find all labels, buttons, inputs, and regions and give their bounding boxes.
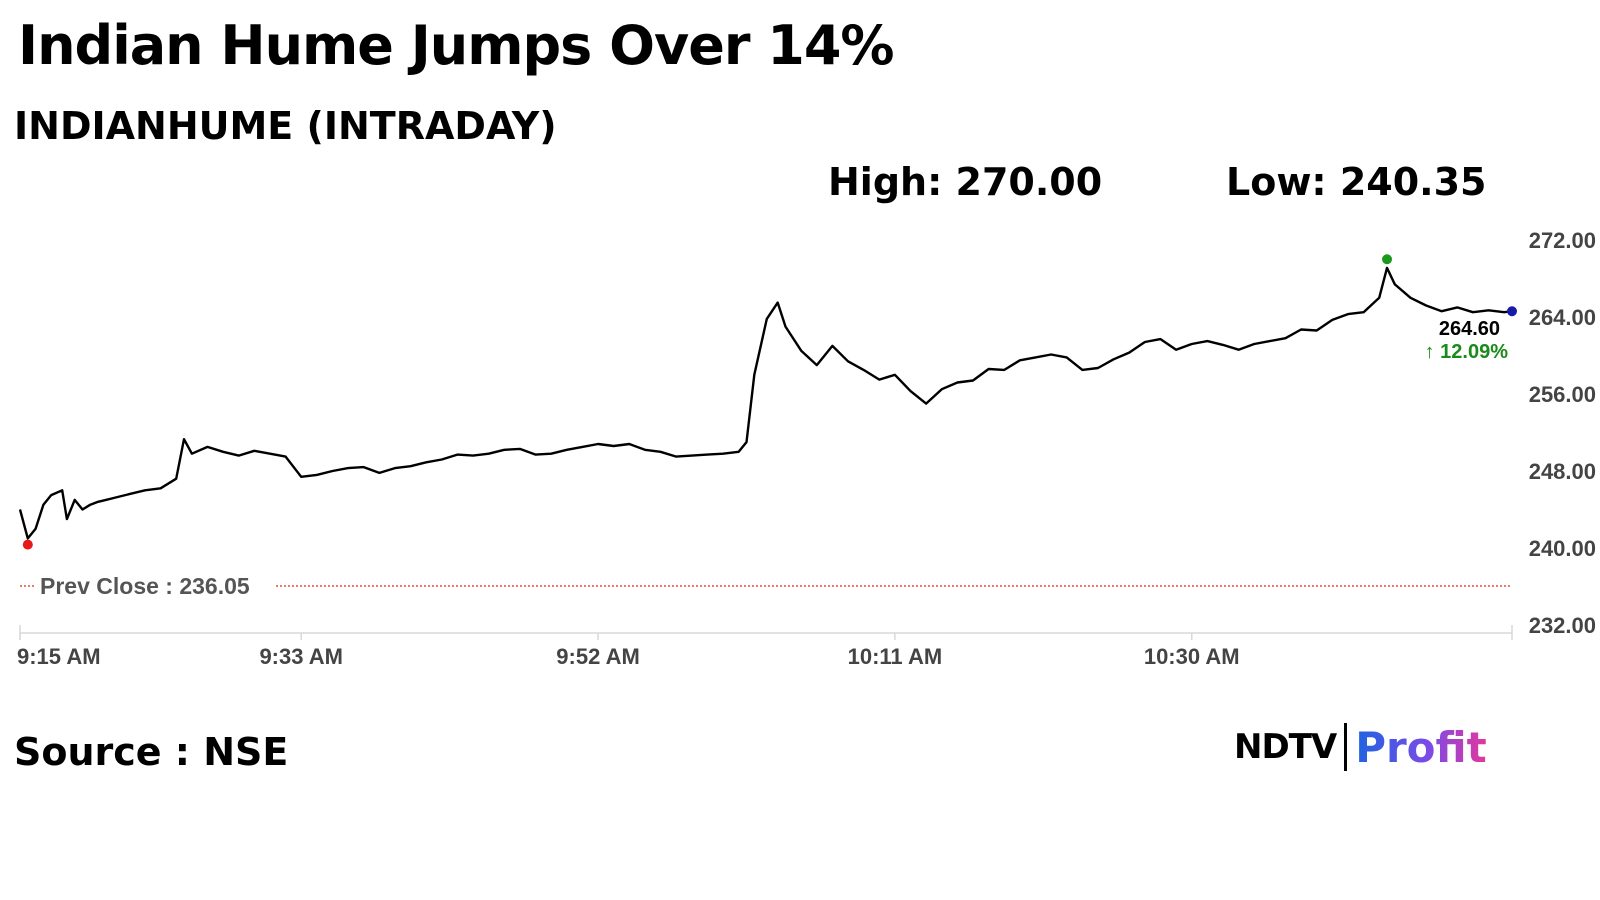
ndtv-profit-logo: NDTV Profit xyxy=(1234,720,1487,774)
x-tick-label: 9:52 AM xyxy=(556,644,640,669)
change-percent-label: ↑ 12.09% xyxy=(1425,341,1509,363)
logo-separator xyxy=(1344,723,1348,771)
y-tick-label: 256.00 xyxy=(1529,382,1596,407)
y-tick-label: 232.00 xyxy=(1529,613,1596,638)
price-line xyxy=(18,266,1513,540)
prev-close-label-bg xyxy=(34,572,274,601)
last-price-label: 264.60 xyxy=(1439,318,1500,340)
prev-close-label: Prev Close : 236.05 xyxy=(40,573,250,599)
y-tick-label: 240.00 xyxy=(1529,536,1596,561)
intraday-line-chart: 232.00 240.00 248.00 256.00 264.00 272.00 9:1… xyxy=(17,228,1596,669)
logo-ndtv-text: NDTV xyxy=(1234,727,1337,767)
x-tick-label: 9:33 AM xyxy=(259,644,343,669)
headline: Indian Hume Jumps Over 14% xyxy=(18,14,895,77)
low-stat: Low: 240.35 xyxy=(1226,160,1487,204)
x-tick-label: 9:15 AM xyxy=(17,644,101,669)
source-note: Source : NSE xyxy=(14,730,289,774)
logo-profit-text: Profit xyxy=(1355,722,1487,772)
high-price-marker xyxy=(1382,254,1393,265)
high-stat: High: 270.00 xyxy=(828,160,1103,204)
x-tick-label: 10:11 AM xyxy=(848,644,943,669)
y-tick-label: 248.00 xyxy=(1529,459,1596,484)
low-price-marker xyxy=(22,539,33,550)
chart-subtitle: INDIANHUME (INTRADAY) xyxy=(14,104,557,148)
y-tick-label: 264.00 xyxy=(1529,305,1596,330)
last-price-marker xyxy=(1507,306,1517,317)
y-tick-label: 272.00 xyxy=(1529,228,1596,253)
x-tick-label: 10:30 AM xyxy=(1144,644,1240,669)
